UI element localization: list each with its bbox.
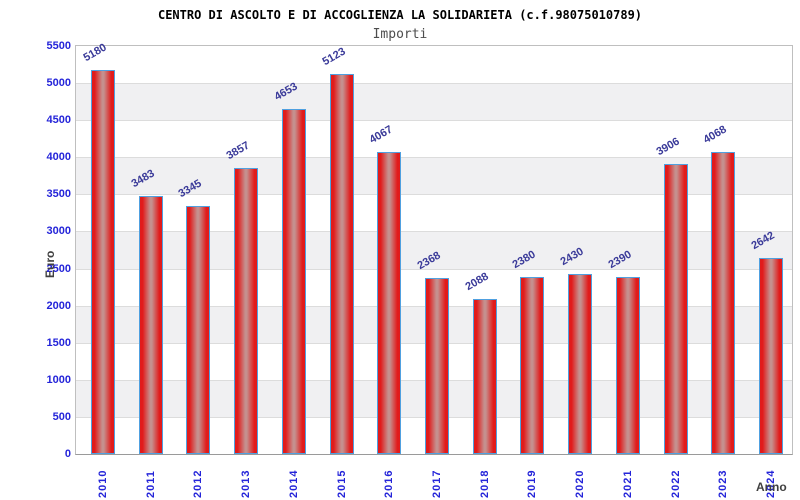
bar-2017 — [425, 278, 449, 454]
x-tick-label-2023: 2023 — [717, 469, 730, 498]
x-tick-label-2022: 2022 — [669, 469, 682, 498]
y-tick-label: 0 — [64, 448, 71, 460]
y-tick-label: 3000 — [46, 225, 71, 238]
plot-band — [76, 120, 792, 158]
bar-2021 — [615, 276, 640, 454]
y-tick-label: 2500 — [46, 262, 71, 275]
gridline — [76, 120, 792, 122]
bar-2018 — [472, 299, 497, 454]
y-axis-title: Euro — [43, 250, 57, 278]
y-tick-label: 4000 — [46, 151, 71, 164]
plot-band — [76, 83, 792, 121]
bar-2015 — [329, 73, 354, 454]
y-tick-label: 3500 — [46, 188, 71, 201]
y-tick-label: 500 — [52, 410, 71, 423]
bar-2024 — [759, 258, 784, 454]
y-tick-label: 5000 — [46, 77, 71, 90]
x-tick-label-2021: 2021 — [621, 469, 634, 498]
x-tick-label-2016: 2016 — [383, 469, 396, 498]
bar-2022 — [663, 164, 688, 454]
bar-2016 — [377, 152, 402, 454]
bar-2011 — [138, 195, 163, 454]
bar-2019 — [520, 277, 545, 454]
bar-2012 — [186, 205, 211, 454]
y-tick-label: 4500 — [46, 114, 71, 127]
x-tick-label-2019: 2019 — [526, 469, 539, 498]
gridline — [76, 231, 792, 233]
bar-2020 — [568, 273, 593, 454]
y-tick-label: 5500 — [46, 40, 71, 52]
x-tick-label-2012: 2012 — [192, 469, 205, 498]
chart-title: CENTRO DI ASCOLTO E DI ACCOGLIENZA LA SO… — [157, 8, 643, 22]
bar-2014 — [281, 108, 306, 454]
plot-area: 5180 3483 3345 3857 4653 5123 4067 2368 2088 2380… — [75, 41, 793, 455]
bar-2010 — [90, 69, 115, 454]
bar-2023 — [711, 152, 736, 454]
plot-band — [76, 46, 792, 84]
x-tick-label-2013: 2013 — [240, 469, 253, 498]
gridline — [76, 83, 792, 85]
x-tick-label-2020: 2020 — [574, 469, 587, 498]
y-tick-label: 1000 — [46, 373, 71, 386]
y-tick-label: 2000 — [46, 299, 71, 312]
chart-subtitle: Importi — [372, 27, 428, 42]
gridline — [76, 268, 792, 270]
y-tick-label: 1500 — [46, 336, 71, 349]
gridline — [76, 157, 792, 159]
x-tick-label-2018: 2018 — [478, 469, 491, 498]
x-tick-label-2017: 2017 — [431, 469, 443, 498]
x-tick-label-2011: 2011 — [144, 470, 157, 498]
bar-2013 — [234, 167, 259, 454]
x-tick-label-2014: 2014 — [287, 469, 300, 498]
x-tick-label-2010: 2010 — [96, 469, 109, 498]
x-axis-title: Anno — [756, 480, 787, 494]
gridline — [76, 194, 792, 196]
x-tick-label-2015: 2015 — [335, 469, 348, 498]
